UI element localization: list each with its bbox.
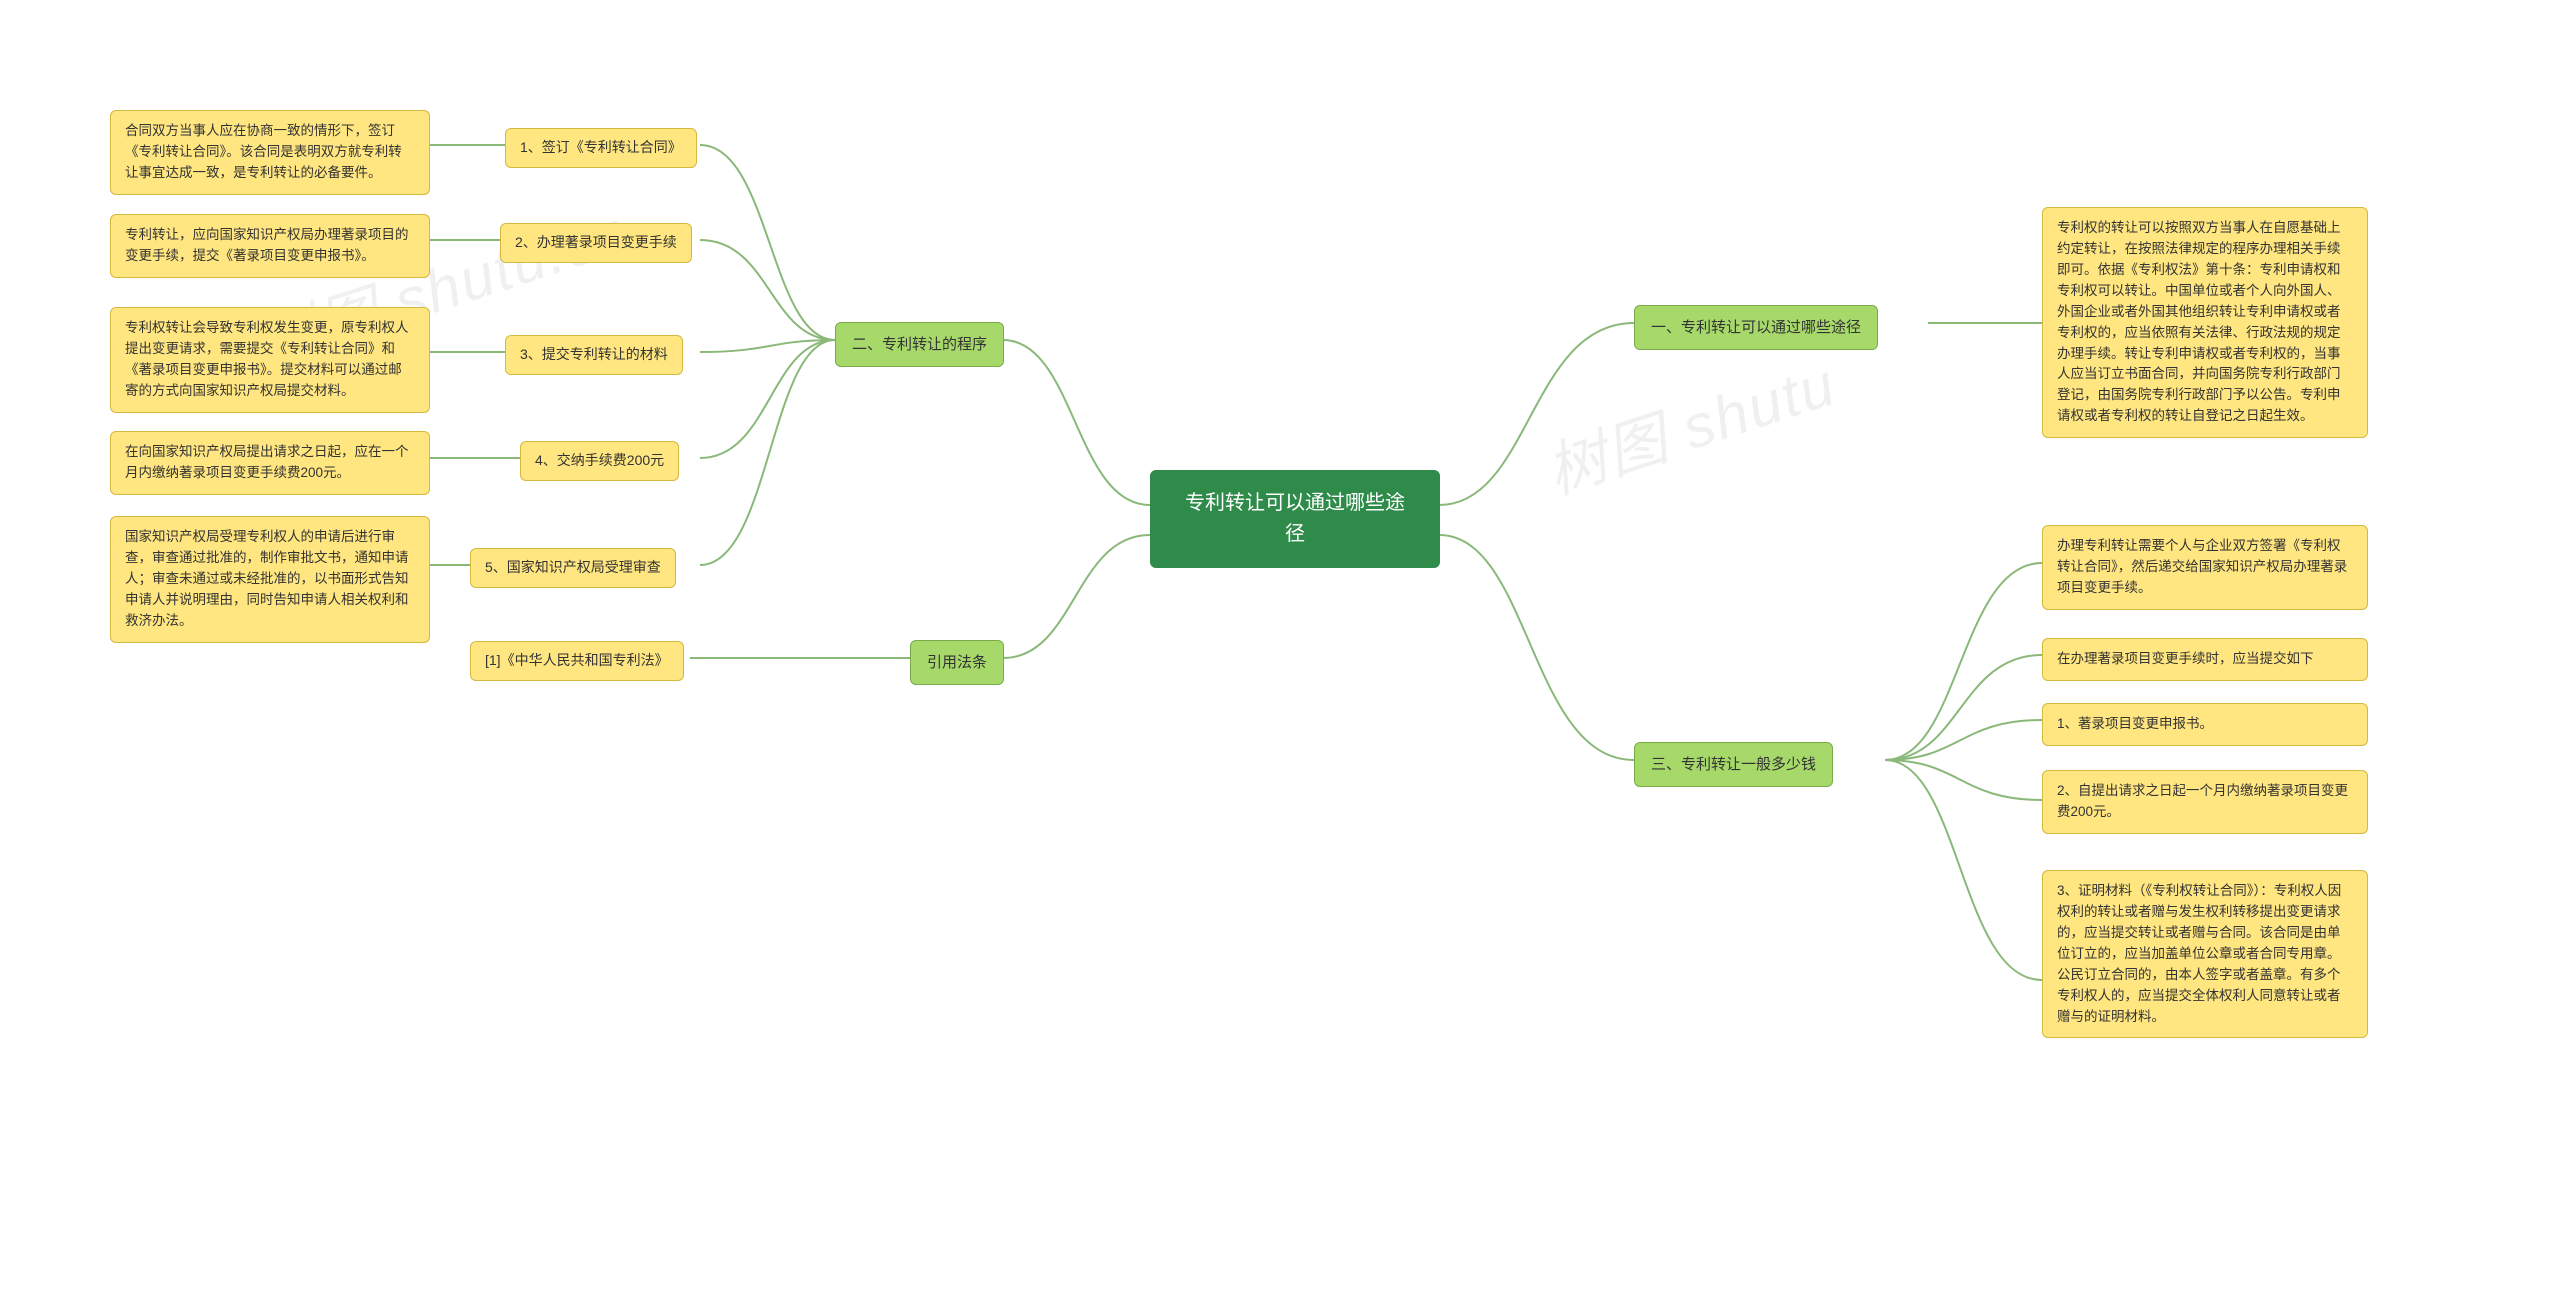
s3-leaf-0-text: 办理专利转让需要个人与企业双方签署《专利权转让合同》，然后递交给国家知识产权局办… (2057, 538, 2347, 595)
section-3[interactable]: 三、专利转让一般多少钱 (1634, 742, 1833, 787)
s2-leaf-4-text: 国家知识产权局受理专利权人的申请后进行审查，审查通过批准的，制作审批文书，通知申… (125, 529, 409, 628)
s3-leaf-2-text: 1、著录项目变更申报书。 (2057, 716, 2213, 731)
s1-leaf-0: 专利权的转让可以按照双方当事人在自愿基础上约定转让，在按照法律规定的程序办理相关… (2042, 207, 2368, 438)
section-3-label: 三、专利转让一般多少钱 (1651, 756, 1816, 773)
s2-item-4[interactable]: 5、国家知识产权局受理审查 (470, 548, 676, 588)
root-title-l1: 专利转让可以通过哪些途 (1185, 492, 1405, 514)
section-1-label: 一、专利转让可以通过哪些途径 (1651, 319, 1861, 336)
s2-leaf-3-text: 在向国家知识产权局提出请求之日起，应在一个月内缴纳著录项目变更手续费200元。 (125, 444, 409, 480)
s2-item-3[interactable]: 4、交纳手续费200元 (520, 441, 679, 481)
s2-leaf-3: 在向国家知识产权局提出请求之日起，应在一个月内缴纳著录项目变更手续费200元。 (110, 431, 430, 495)
s3-leaf-1-text: 在办理著录项目变更手续时，应当提交如下 (2057, 651, 2314, 666)
section-2[interactable]: 二、专利转让的程序 (835, 322, 1004, 367)
s3-leaf-0: 办理专利转让需要个人与企业双方签署《专利权转让合同》，然后递交给国家知识产权局办… (2042, 525, 2368, 610)
section-law[interactable]: 引用法条 (910, 640, 1004, 685)
s2-leaf-1: 专利转让，应向国家知识产权局办理著录项目的变更手续，提交《著录项目变更申报书》。 (110, 214, 430, 278)
s2-item-4-label: 5、国家知识产权局受理审查 (485, 559, 661, 575)
s2-leaf-0: 合同双方当事人应在协商一致的情形下，签订《专利转让合同》。该合同是表明双方就专利… (110, 110, 430, 195)
s2-item-2[interactable]: 3、提交专利转让的材料 (505, 335, 683, 375)
s2-leaf-2-text: 专利权转让会导致专利权发生变更，原专利权人提出变更请求，需要提交《专利转让合同》… (125, 320, 409, 398)
s3-leaf-3-text: 2、自提出请求之日起一个月内缴纳著录项目变更费200元。 (2057, 783, 2348, 819)
s2-item-1[interactable]: 2、办理著录项目变更手续 (500, 223, 692, 263)
s2-item-2-label: 3、提交专利转让的材料 (520, 346, 668, 362)
s3-leaf-3: 2、自提出请求之日起一个月内缴纳著录项目变更费200元。 (2042, 770, 2368, 834)
s2-item-3-label: 4、交纳手续费200元 (535, 452, 664, 468)
s2-item-0-label: 1、签订《专利转让合同》 (520, 139, 682, 155)
s2-item-1-label: 2、办理著录项目变更手续 (515, 234, 677, 250)
s3-leaf-4-text: 3、证明材料（《专利权转让合同》）：专利权人因权利的转让或者赠与发生权利转移提出… (2057, 883, 2341, 1024)
law-item-0[interactable]: [1]《中华人民共和国专利法》 (470, 641, 684, 681)
root-node: 专利转让可以通过哪些途 径 (1150, 470, 1440, 568)
section-law-label: 引用法条 (927, 654, 987, 671)
s2-leaf-1-text: 专利转让，应向国家知识产权局办理著录项目的变更手续，提交《著录项目变更申报书》。 (125, 227, 409, 263)
s2-leaf-2: 专利权转让会导致专利权发生变更，原专利权人提出变更请求，需要提交《专利转让合同》… (110, 307, 430, 413)
s2-leaf-0-text: 合同双方当事人应在协商一致的情形下，签订《专利转让合同》。该合同是表明双方就专利… (125, 123, 402, 180)
watermark: 树图 shutu (1534, 336, 1846, 511)
section-1[interactable]: 一、专利转让可以通过哪些途径 (1634, 305, 1878, 350)
s2-item-0[interactable]: 1、签订《专利转让合同》 (505, 128, 697, 168)
s3-leaf-1: 在办理著录项目变更手续时，应当提交如下 (2042, 638, 2368, 681)
law-item-0-label: [1]《中华人民共和国专利法》 (485, 652, 669, 668)
section-2-label: 二、专利转让的程序 (852, 336, 987, 353)
root-title-l2: 径 (1285, 523, 1305, 545)
s3-leaf-4: 3、证明材料（《专利权转让合同》）：专利权人因权利的转让或者赠与发生权利转移提出… (2042, 870, 2368, 1038)
s1-leaf-0-text: 专利权的转让可以按照双方当事人在自愿基础上约定转让，在按照法律规定的程序办理相关… (2057, 220, 2341, 423)
s3-leaf-2: 1、著录项目变更申报书。 (2042, 703, 2368, 746)
s2-leaf-4: 国家知识产权局受理专利权人的申请后进行审查，审查通过批准的，制作审批文书，通知申… (110, 516, 430, 643)
